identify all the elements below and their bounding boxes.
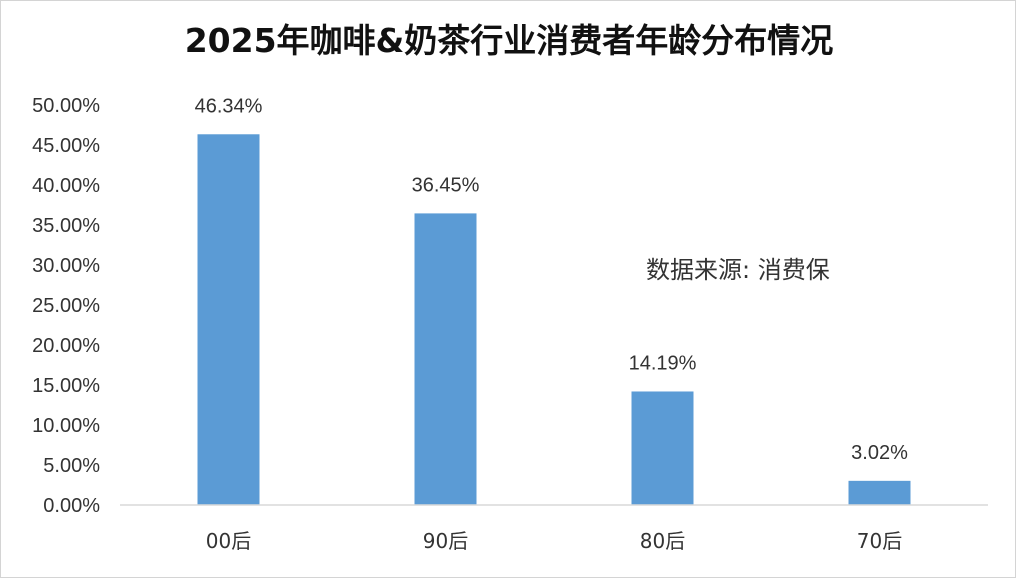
y-tick-label: 10.00% xyxy=(32,415,100,437)
bar-series: 46.34% 36.45% 14.19% 3.02% xyxy=(195,95,911,505)
y-tick-label: 30.00% xyxy=(32,255,100,277)
x-tick-label: 00后 xyxy=(206,529,251,553)
bar xyxy=(414,213,477,505)
y-tick-label: 35.00% xyxy=(32,215,100,237)
y-axis: 0.00% 5.00% 10.00% 15.00% 20.00% 25.00% 30.00%… xyxy=(32,95,100,517)
y-tick-label: 40.00% xyxy=(32,175,100,197)
x-axis: 00后 90后 80后 70后 xyxy=(120,504,988,553)
y-tick-label: 20.00% xyxy=(32,335,100,357)
data-source-note: 数据来源: 消费保 xyxy=(646,256,830,284)
x-tick-label: 90后 xyxy=(423,529,468,553)
y-tick-label: 45.00% xyxy=(32,135,100,157)
y-tick-label: 15.00% xyxy=(32,375,100,397)
bar xyxy=(631,391,694,505)
y-tick-label: 0.00% xyxy=(43,495,100,517)
bar xyxy=(197,134,260,505)
data-label: 46.34% xyxy=(195,95,263,117)
data-label: 14.19% xyxy=(629,352,697,374)
y-tick-label: 5.00% xyxy=(43,455,100,477)
x-tick-label: 70后 xyxy=(857,529,902,553)
data-label: 36.45% xyxy=(412,174,480,196)
y-tick-label: 25.00% xyxy=(32,295,100,317)
x-tick-label: 80后 xyxy=(640,529,685,553)
data-label: 3.02% xyxy=(851,442,908,464)
chart-title: 2025年咖啡&奶茶行业消费者年龄分布情况 xyxy=(184,21,834,60)
bar xyxy=(848,480,911,505)
y-tick-label: 50.00% xyxy=(32,95,100,117)
